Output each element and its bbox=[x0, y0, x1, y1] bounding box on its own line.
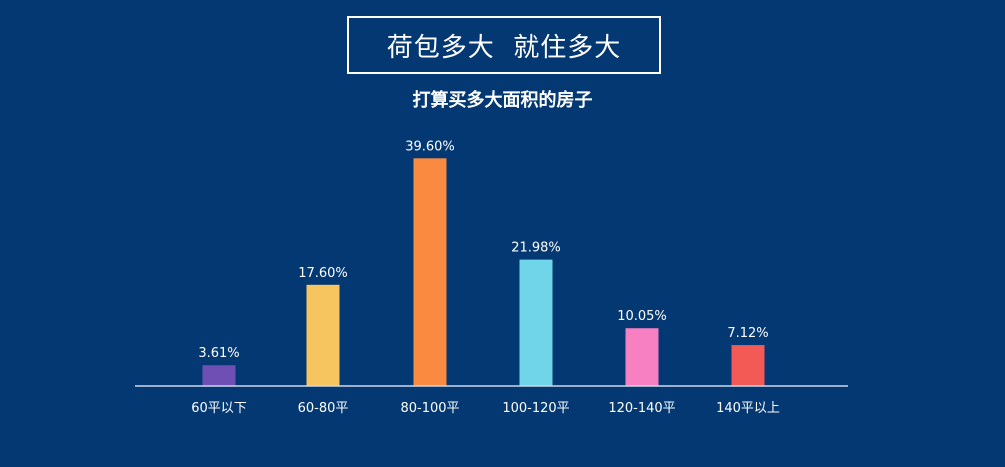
title-box: 荷包多大 就住多大 bbox=[347, 16, 661, 74]
category-label-3: 80-100平 bbox=[400, 401, 459, 416]
labels-group: 3.61% 60平以下 17.60% 60-80平 39.60% 80-100平 21.98… bbox=[191, 139, 780, 416]
value-label-4: 21.98% bbox=[511, 241, 561, 256]
chart-title: 荷包多大 就住多大 bbox=[386, 32, 622, 63]
value-label-2: 17.60% bbox=[298, 266, 348, 281]
value-label-5: 10.05% bbox=[617, 309, 667, 324]
category-label-6: 140平以上 bbox=[716, 401, 780, 416]
bar-2 bbox=[306, 284, 340, 386]
chart-subtitle: 打算买多大面积的房子 bbox=[412, 90, 593, 111]
bar-3 bbox=[413, 158, 447, 386]
value-label-1: 3.61% bbox=[198, 346, 239, 361]
bar-4 bbox=[519, 259, 553, 386]
value-label-6: 7.12% bbox=[727, 326, 768, 341]
value-label-3: 39.60% bbox=[405, 139, 455, 154]
bar-1 bbox=[202, 365, 236, 386]
category-label-1: 60平以下 bbox=[191, 401, 247, 416]
bar-6 bbox=[731, 345, 765, 386]
bars-group bbox=[202, 158, 765, 386]
category-label-4: 100-120平 bbox=[502, 401, 569, 416]
category-label-5: 120-140平 bbox=[608, 401, 675, 416]
category-label-2: 60-80平 bbox=[298, 401, 349, 416]
bar-5 bbox=[625, 328, 659, 386]
